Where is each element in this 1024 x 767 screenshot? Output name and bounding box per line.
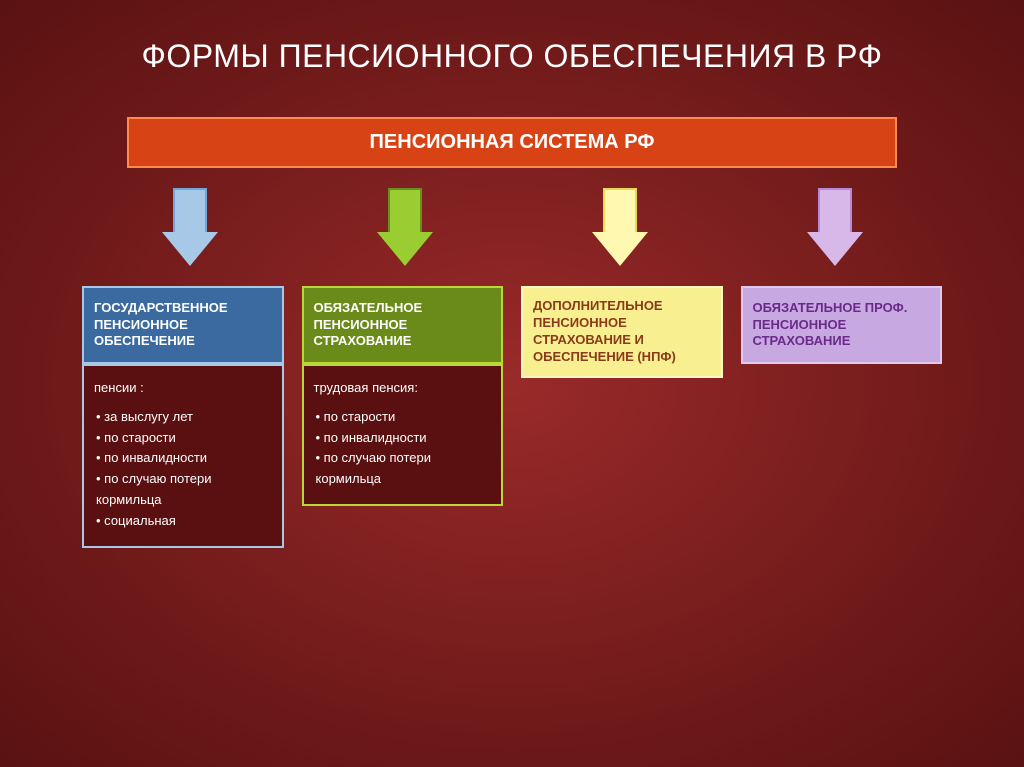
arrow-stem [173, 188, 207, 232]
arrow-3 [807, 188, 863, 268]
arrow-2 [592, 188, 648, 268]
arrow-head [377, 232, 433, 266]
column-2: ДОПОЛНИТЕЛЬНОЕ ПЕНСИОННОЕ СТРАХОВАНИЕ И … [521, 286, 723, 548]
arrow-stem [388, 188, 422, 232]
arrow-stem [603, 188, 637, 232]
list-item: по инвалидности [96, 448, 272, 469]
sub-list-1: по старостипо инвалидностипо случаю поте… [314, 407, 492, 490]
arrow-stem [818, 188, 852, 232]
category-box-2: ДОПОЛНИТЕЛЬНОЕ ПЕНСИОННОЕ СТРАХОВАНИЕ И … [521, 286, 723, 378]
arrow-head [592, 232, 648, 266]
list-item: социальная [96, 511, 272, 532]
arrows-row [62, 188, 962, 268]
list-item: по старости [96, 428, 272, 449]
list-item: за выслугу лет [96, 407, 272, 428]
columns-row: ГОСУДАРСТВЕННОЕ ПЕНСИОННОЕ ОБЕСПЕЧЕНИЕ п… [52, 286, 972, 548]
root-node: ПЕНСИОННАЯ СИСТЕМА РФ [127, 117, 897, 168]
list-item: по случаю потери кормильца [316, 448, 492, 490]
arrow-1 [377, 188, 433, 268]
category-box-0: ГОСУДАРСТВЕННОЕ ПЕНСИОННОЕ ОБЕСПЕЧЕНИЕ [82, 286, 284, 364]
sub-list-0: за выслугу летпо старостипо инвалидности… [94, 407, 272, 532]
arrow-head [807, 232, 863, 266]
sub-box-1: трудовая пенсия: по старостипо инвалидно… [302, 364, 504, 506]
category-box-1: ОБЯЗАТЕЛЬНОЕ ПЕНСИОННОЕ СТРАХОВАНИЕ [302, 286, 504, 364]
sub-box-0: пенсии : за выслугу летпо старостипо инв… [82, 364, 284, 548]
arrow-0 [162, 188, 218, 268]
column-0: ГОСУДАРСТВЕННОЕ ПЕНСИОННОЕ ОБЕСПЕЧЕНИЕ п… [82, 286, 284, 548]
list-item: по случаю потери кормильца [96, 469, 272, 511]
list-item: по инвалидности [316, 428, 492, 449]
arrow-head [162, 232, 218, 266]
category-box-3: ОБЯЗАТЕЛЬНОЕ ПРОФ. ПЕНСИОННОЕ СТРАХОВАНИ… [741, 286, 943, 364]
page-title: ФОРМЫ ПЕНСИОННОГО ОБЕСПЕЧЕНИЯ В РФ [0, 0, 1024, 75]
sub-lead: пенсии : [94, 378, 272, 399]
list-item: по старости [316, 407, 492, 428]
column-3: ОБЯЗАТЕЛЬНОЕ ПРОФ. ПЕНСИОННОЕ СТРАХОВАНИ… [741, 286, 943, 548]
sub-lead: трудовая пенсия: [314, 378, 492, 399]
column-1: ОБЯЗАТЕЛЬНОЕ ПЕНСИОННОЕ СТРАХОВАНИЕ труд… [302, 286, 504, 548]
